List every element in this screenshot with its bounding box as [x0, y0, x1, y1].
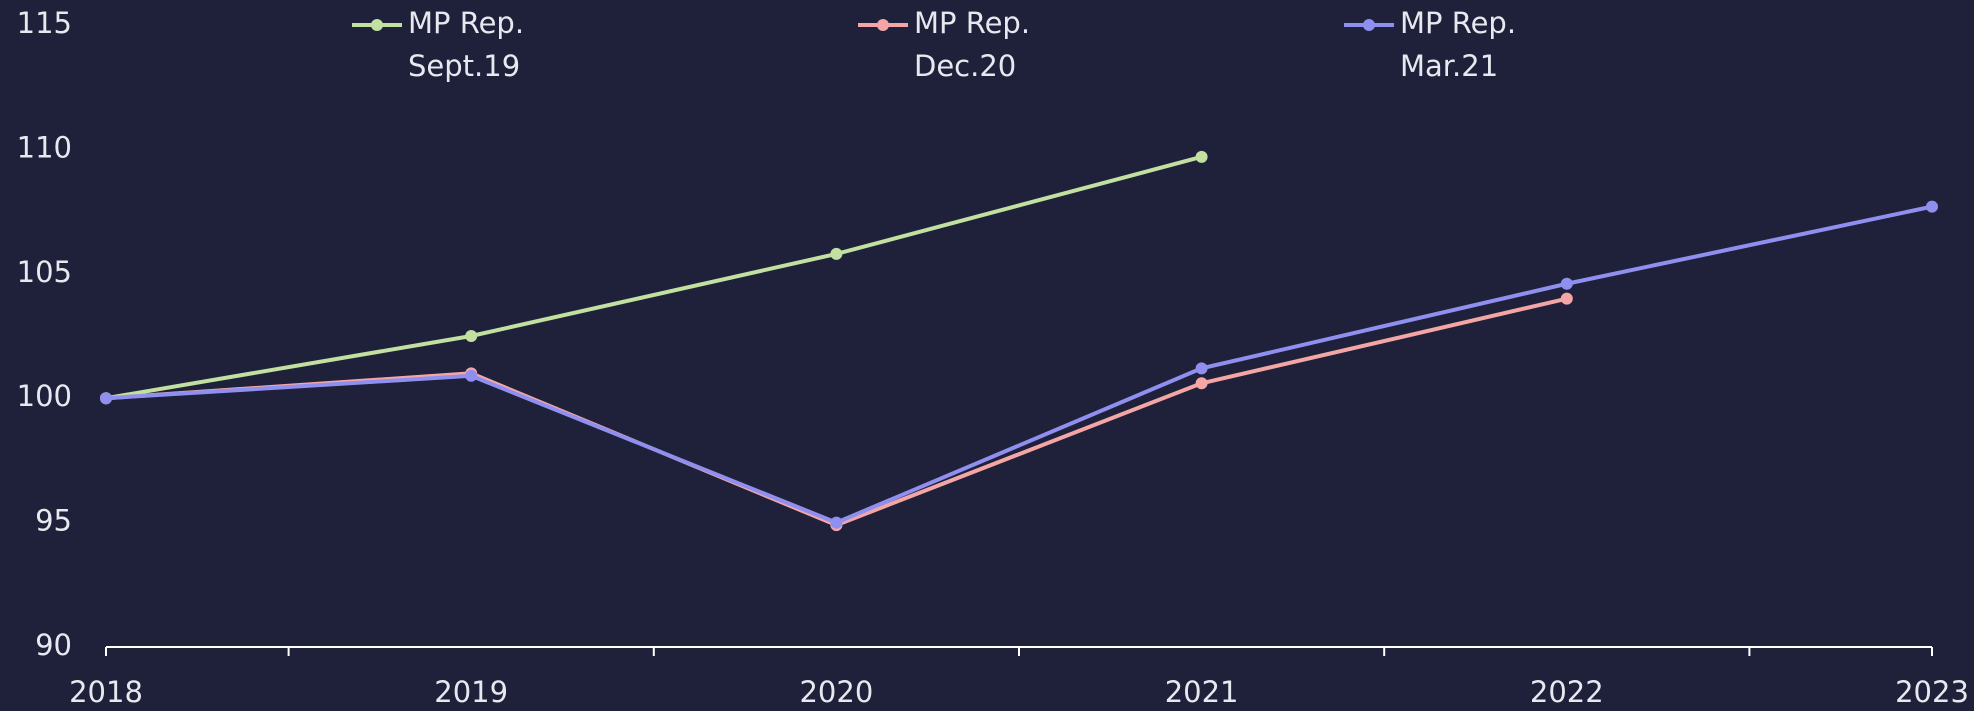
legend-label-line: Sept.19 — [408, 49, 520, 83]
series-line — [105, 154, 1203, 401]
x-tick-label: 2022 — [1530, 675, 1604, 709]
marker — [830, 247, 843, 260]
marker — [1926, 200, 1938, 213]
marker — [1195, 377, 1208, 390]
marker — [465, 330, 478, 342]
legend-label-line: Mar.21 — [1400, 49, 1498, 83]
y-tick-label: 95 — [35, 504, 72, 538]
legend-label-line: MP Rep. — [914, 6, 1030, 40]
y-tick-label: 105 — [17, 255, 72, 289]
marker — [1195, 362, 1208, 375]
y-tick-label: 115 — [17, 6, 72, 40]
legend-label: MP Rep. Mar.21 — [1400, 6, 1516, 83]
legend-label-line: MP Rep. — [408, 6, 524, 40]
legend-label-line: MP Rep. — [1400, 6, 1516, 40]
x-tick-label: 2019 — [434, 675, 508, 709]
legend-label: MP Rep. Sept.19 — [408, 6, 524, 83]
legend-marker — [1363, 19, 1375, 31]
x-tick-label: 2018 — [69, 675, 143, 709]
legend-marker — [371, 19, 383, 31]
marker — [465, 369, 478, 382]
series-line — [105, 204, 1933, 525]
y-tick-label: 100 — [17, 379, 72, 413]
y-tick-label: 90 — [35, 628, 72, 662]
y-tick-label: 110 — [17, 130, 72, 164]
marker — [1560, 277, 1573, 290]
marker — [830, 516, 843, 529]
legend-label-line: Dec.20 — [914, 49, 1016, 83]
marker — [1195, 150, 1208, 163]
marker — [1560, 292, 1573, 305]
legend-marker — [877, 19, 889, 31]
x-tick-label: 2020 — [799, 675, 873, 709]
x-tick-label: 2023 — [1895, 675, 1969, 709]
legend-label: MP Rep. Dec.20 — [914, 6, 1030, 83]
x-tick-label: 2021 — [1165, 675, 1239, 709]
marker — [100, 392, 112, 405]
